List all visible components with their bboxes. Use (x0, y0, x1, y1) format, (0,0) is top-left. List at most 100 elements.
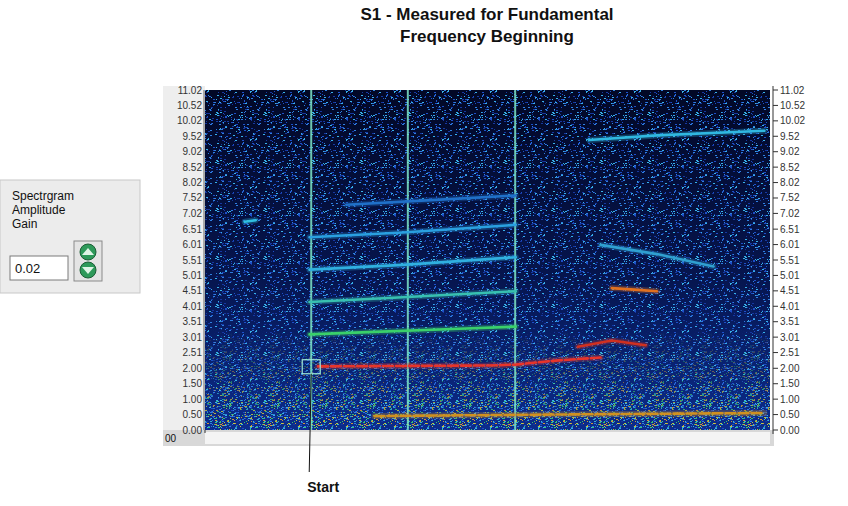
bottom-strip-box (205, 432, 770, 444)
spin-down[interactable] (80, 262, 96, 278)
track-glow (375, 413, 765, 416)
y-tick-label: 9.02 (183, 146, 203, 157)
y-tick-label: 1.00 (183, 394, 203, 405)
y-tick-label-right: 2.00 (780, 363, 800, 374)
y-tick (773, 275, 778, 276)
y-tick-label-right: 3.51 (780, 316, 800, 327)
y-tick-label: 6.51 (183, 224, 203, 235)
y-tick-label-right: 4.51 (780, 285, 800, 296)
track (310, 327, 516, 335)
y-tick (773, 197, 778, 198)
label-line: Amplitude (12, 203, 66, 217)
y-tick-label: 5.01 (183, 270, 203, 281)
y-tick (773, 430, 778, 431)
y-tick-label-right: 7.02 (780, 208, 800, 219)
y-tick-label-right: 8.52 (780, 162, 800, 173)
y-tick (773, 120, 778, 121)
label-line: Gain (12, 217, 37, 231)
track-glow (318, 358, 601, 367)
y-tick (773, 229, 778, 230)
y-tick-label-right: 0.00 (780, 425, 800, 436)
track (346, 196, 516, 205)
y-tick-label-right: 5.51 (780, 255, 800, 266)
page: S1 - Measured for Fundamental Frequency B… (0, 0, 848, 506)
y-tick-label: 0.50 (183, 409, 203, 420)
y-tick (773, 321, 778, 322)
y-tick-label-right: 3.01 (780, 332, 800, 343)
annotation-text: Start (307, 479, 339, 495)
y-tick-label-right: 6.51 (780, 224, 800, 235)
x-tick (205, 430, 206, 433)
track (318, 358, 601, 367)
title: S1 - Measured for Fundamental Frequency B… (360, 5, 613, 46)
track-glow (589, 131, 764, 140)
y-tick-label-right: 10.52 (780, 100, 805, 111)
track (589, 131, 764, 140)
spin-up-arrow (82, 248, 94, 255)
left-axis-line (204, 90, 205, 430)
y-tick-label: 3.51 (183, 316, 203, 327)
y-tick (773, 136, 778, 137)
track-glow (612, 288, 657, 291)
y-tick-label-right: 2.51 (780, 347, 800, 358)
track (245, 220, 256, 222)
y-tick-label: 7.52 (183, 192, 203, 203)
y-tick (773, 167, 778, 168)
y-tick (773, 414, 778, 415)
x-tick-label: 00 (165, 433, 177, 444)
spinner[interactable] (74, 241, 102, 281)
y-tick-label: 10.02 (177, 115, 202, 126)
y-tick-label-right: 9.52 (780, 131, 800, 142)
annotation-leader (309, 374, 311, 472)
y-tick (773, 399, 778, 400)
y-tick-label-right: 11.02 (780, 85, 805, 96)
plot-background (205, 90, 770, 430)
low-noise-layer (205, 90, 770, 430)
y-tick-label: 6.01 (183, 239, 203, 250)
spin-up[interactable] (80, 244, 96, 260)
y-tick-label: 8.52 (183, 162, 203, 173)
noise-layer (205, 90, 770, 430)
plot-area (205, 90, 770, 430)
y-tick-label-right: 0.50 (780, 409, 800, 420)
title-line: Frequency Beginning (400, 27, 574, 46)
y-tick-label: 8.02 (183, 177, 203, 188)
y-tick-label: 4.51 (183, 285, 203, 296)
spin-down-arrow (82, 267, 94, 274)
label-line: Spectrgram (12, 189, 74, 203)
control-panel (0, 180, 140, 293)
track-glow (578, 341, 646, 347)
y-tick (773, 383, 778, 384)
track (612, 288, 657, 291)
title-line: S1 - Measured for Fundamental (360, 5, 613, 24)
track-glow (346, 196, 516, 205)
gain-value: 0.02 (15, 261, 40, 276)
broadband-line (407, 90, 409, 430)
track (310, 257, 516, 269)
y-tick-label: 2.00 (183, 363, 203, 374)
track-glow (310, 225, 516, 237)
track-glow (245, 220, 256, 222)
y-tick-label: 4.01 (183, 301, 203, 312)
y-tick-label-right: 4.01 (780, 301, 800, 312)
y-tick (773, 368, 778, 369)
y-tick-label: 9.52 (183, 131, 203, 142)
y-tick-label: 5.51 (183, 255, 203, 266)
y-tick-label: 1.50 (183, 378, 203, 389)
y-tick-label-right: 8.02 (780, 177, 800, 188)
y-tick-label: 11.02 (178, 85, 203, 96)
y-tick-label-right: 1.00 (780, 394, 800, 405)
y-tick-label: 3.01 (183, 332, 203, 343)
track-glow (601, 245, 714, 267)
track-glow (310, 291, 516, 302)
y-tick (773, 213, 778, 214)
y-tick-label-right: 10.02 (780, 115, 805, 126)
y-tick-label-right: 1.50 (780, 378, 800, 389)
y-tick (773, 260, 778, 261)
track (375, 413, 765, 416)
y-tick (773, 290, 778, 291)
track (601, 245, 714, 267)
gain-input[interactable] (10, 256, 68, 280)
track (310, 291, 516, 302)
y-tick-label: 7.02 (183, 208, 203, 219)
